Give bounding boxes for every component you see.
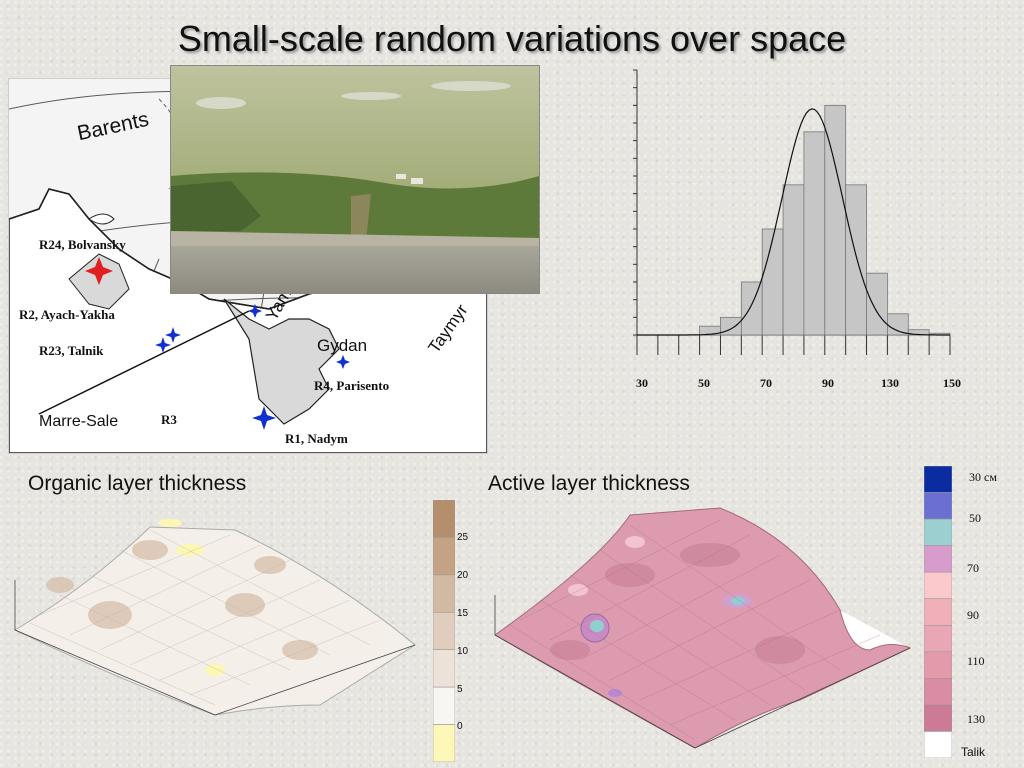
organic-legend-label-0: 0 [457, 721, 463, 732]
callout-label-marre-sale: Marre-Sale [39, 413, 119, 430]
active-legend-label-110: 110 [967, 654, 985, 668]
hist-x-tick-label: 70 [760, 376, 772, 390]
active-legend-label-30: 30 см [969, 470, 997, 484]
organic-legend-label-25: 25 [457, 532, 469, 543]
hist-fit-curve [637, 108, 950, 336]
active-legend-swatch [923, 624, 953, 653]
hist-bar [803, 131, 826, 336]
organic-legend-label-5: 5 [457, 684, 463, 695]
site-markers [85, 257, 350, 430]
active-legend-swatch [923, 598, 953, 626]
site-label-r2: R2, Ayach-Yakha [19, 307, 115, 322]
hist-bar [886, 313, 909, 336]
active-legend-swatch [923, 678, 953, 706]
region-label-gydan: Gydan [317, 336, 368, 355]
active-legend-swatch [923, 651, 953, 679]
active-surface-plot [494, 507, 912, 749]
site-label-r3: R3 [161, 412, 177, 427]
hist-bar [740, 281, 763, 336]
active-legend-swatch [923, 704, 953, 732]
hist-bar [761, 228, 784, 336]
aerial-photo [170, 65, 540, 294]
organic-legend-swatch [432, 649, 456, 688]
active-legend-swatch [923, 731, 953, 759]
active-layer-label: Active layer thickness [488, 472, 690, 495]
active-legend-swatch [923, 571, 953, 600]
active-legend-swatch [923, 492, 953, 520]
hist-x-tick-label: 50 [698, 376, 710, 390]
histogram-chart: 30 50 70 90 130 150 [633, 69, 961, 390]
hist-bar [782, 184, 805, 336]
active-legend-swatch [923, 518, 953, 546]
site-label-r24: R24, Bolvansky [39, 237, 126, 252]
active-legend [923, 465, 953, 763]
organic-legend-label-15: 15 [457, 608, 469, 619]
active-legend-label-130: 130 [967, 712, 985, 726]
hist-x-tick-label: 90 [822, 376, 834, 390]
thickness-histogram: 30 50 70 90 130 150 [600, 65, 980, 395]
active-legend-swatch [923, 545, 953, 573]
hist-bar [866, 272, 888, 336]
site-label-r4: R4, Parisento [314, 378, 390, 393]
aerial-photo-graphic [171, 66, 539, 293]
organic-legend-swatch [432, 537, 456, 576]
site-label-r23: R23, Talnik [39, 343, 104, 358]
organic-legend-swatch [432, 499, 456, 538]
hist-bar [845, 184, 867, 336]
organic-surface-plot [13, 519, 416, 716]
active-legend-label-50: 50 [969, 511, 981, 525]
organic-layer-label: Organic layer thickness [28, 472, 247, 495]
active-legend-label-90: 90 [967, 608, 979, 622]
hist-x-tick-label: 130 [881, 376, 899, 390]
organic-legend-swatches [432, 499, 456, 763]
organic-legend-label-20: 20 [457, 570, 469, 581]
organic-legend-label-10: 10 [457, 646, 469, 657]
active-legend-label-70: 70 [967, 561, 979, 575]
site-label-r1: R1, Nadym [285, 431, 348, 446]
organic-legend-swatch [432, 574, 456, 613]
active-legend-label-talik: Talik [961, 745, 986, 759]
hist-bar [824, 104, 847, 336]
hist-x-tick-label: 30 [636, 376, 648, 390]
organic-legend [432, 499, 456, 767]
organic-legend-swatch [432, 724, 456, 763]
hist-x-tick-label: 150 [943, 376, 961, 390]
active-legend-swatch [923, 465, 953, 493]
slide-title: Small-scale random variations over space [177, 18, 847, 59]
active-legend-swatches [923, 465, 953, 759]
organic-legend-swatch [432, 686, 456, 725]
organic-legend-swatch [432, 611, 456, 651]
